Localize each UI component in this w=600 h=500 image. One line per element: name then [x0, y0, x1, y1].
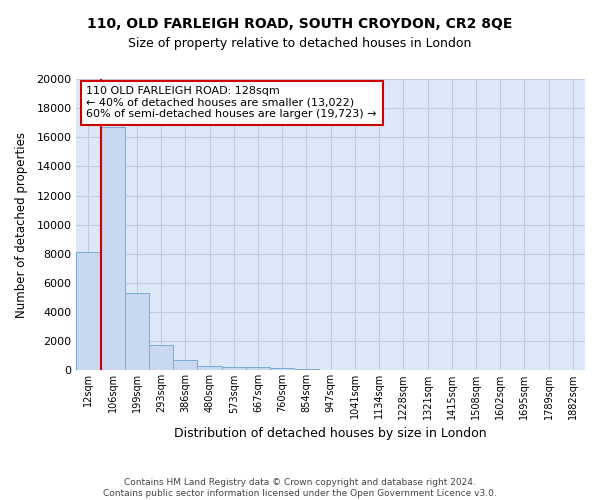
Bar: [149, 345, 173, 370]
Bar: [76, 252, 101, 370]
Bar: [125, 293, 149, 370]
Text: 110, OLD FARLEIGH ROAD, SOUTH CROYDON, CR2 8QE: 110, OLD FARLEIGH ROAD, SOUTH CROYDON, C…: [88, 18, 512, 32]
Text: 110 OLD FARLEIGH ROAD: 128sqm
← 40% of detached houses are smaller (13,022)
60% : 110 OLD FARLEIGH ROAD: 128sqm ← 40% of d…: [86, 86, 377, 120]
Bar: [101, 127, 125, 370]
Bar: [270, 368, 295, 370]
Bar: [173, 360, 197, 370]
Bar: [197, 366, 221, 370]
X-axis label: Distribution of detached houses by size in London: Distribution of detached houses by size …: [175, 427, 487, 440]
Bar: [246, 368, 270, 370]
Text: Contains HM Land Registry data © Crown copyright and database right 2024.
Contai: Contains HM Land Registry data © Crown c…: [103, 478, 497, 498]
Bar: [221, 367, 246, 370]
Y-axis label: Number of detached properties: Number of detached properties: [15, 132, 28, 318]
Text: Size of property relative to detached houses in London: Size of property relative to detached ho…: [128, 38, 472, 51]
Bar: [295, 369, 319, 370]
